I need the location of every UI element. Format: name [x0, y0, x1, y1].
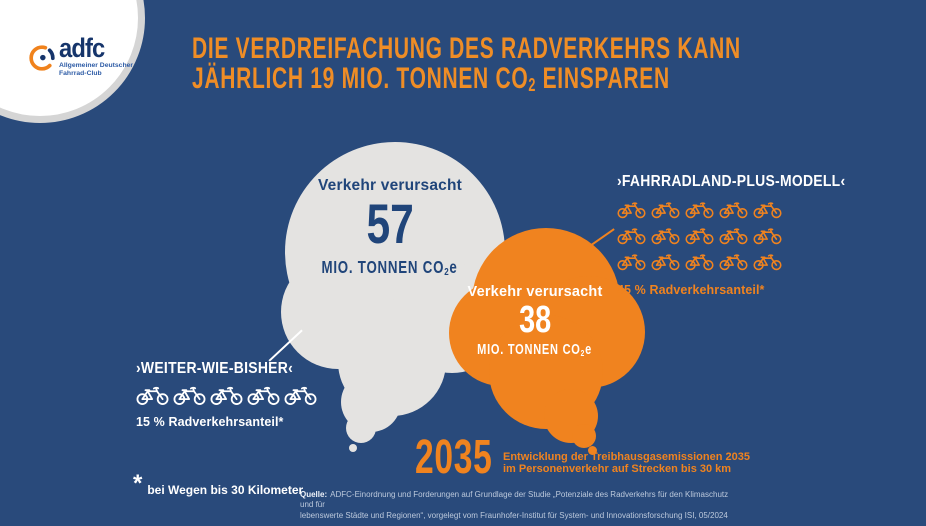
bicycle-icon [753, 254, 782, 271]
bicycle-icon [617, 228, 646, 245]
adfc-wheel-icon [29, 45, 55, 71]
co2-subscript: 2 [528, 75, 537, 96]
bicycle-icon [719, 228, 748, 245]
headline-line1: DIE VERDREIFACHUNG DES RADVERKEHRS KANN [192, 32, 741, 65]
source-line1: ADFC-Einordnung und Forderungen auf Grun… [300, 490, 729, 510]
bicycle-icon [719, 254, 748, 271]
headline-line2: JÄHRLICH 19 MIO. TONNEN CO2 EINSPAREN [192, 62, 670, 96]
year-caption: Entwicklung der Treibhausgasemissionen 2… [503, 451, 750, 475]
bicycle-icon [651, 202, 680, 219]
target-bubble-text: Verkehr verursacht 38 MIO. TONNEN CO2e [450, 283, 620, 358]
bicycle-icon [617, 202, 646, 219]
target-bubble-label: Verkehr verursacht [467, 284, 603, 300]
bicycle-icon [247, 386, 280, 405]
source-line2: lebenswerte Städte und Regionen“, vorgel… [300, 510, 728, 520]
scenario-fahrradland-plus: ›FAHRRADLAND-PLUS-MODELL‹ 45 % Radverkeh… [617, 173, 846, 297]
source-note: Quelle: ADFC-Einordnung und Forderungen a… [300, 490, 732, 521]
adfc-logo: adfc Allgemeiner Deutscher Fahrrad-Club [27, 33, 133, 78]
logo-texts: adfc Allgemeiner Deutscher Fahrrad-Club [59, 33, 133, 78]
bicycle-icon [685, 228, 714, 245]
bicycle-icon [173, 386, 206, 405]
baseline-bubble-text: Verkehr verursacht 57 MIO. TONNEN CO2e [295, 176, 485, 278]
baseline-bubble-value: 57 [366, 192, 414, 255]
logo-brand: adfc [59, 33, 105, 63]
footnote: * bei Wegen bis 30 Kilometer [133, 470, 304, 498]
baseline-bubble-unit: MIO. TONNEN CO2e [321, 257, 459, 278]
headline: DIE VERDREIFACHUNG DES RADVERKEHRS KANN … [192, 32, 926, 96]
footnote-text: bei Wegen bis 30 Kilometer [147, 483, 304, 497]
year-label: 2035 [415, 431, 493, 484]
year-caption-line2: im Personenverkehr auf Strecken bis 30 k… [503, 462, 732, 475]
logo-subtitle-line2: Fahrrad-Club [59, 70, 102, 78]
target-bubble-unit: MIO. TONNEN CO2e [477, 342, 593, 358]
scenario-left-share: 15 % Radverkehrsanteil* [136, 415, 284, 429]
target-bubble-value: 38 [518, 299, 552, 341]
bicycle-icon [719, 202, 748, 219]
scenario-right-bike-pictograms [617, 200, 789, 271]
scenario-right-share: 45 % Radverkehrsanteil* [617, 283, 765, 297]
co2e-subscript: 2 [581, 347, 586, 358]
bicycle-icon [685, 254, 714, 271]
footnote-asterisk: * [133, 470, 143, 497]
bicycle-icon [136, 386, 169, 405]
bicycle-icon [651, 254, 680, 271]
scenario-right-title: ›FAHRRADLAND-PLUS-MODELL‹ [617, 173, 846, 190]
bicycle-icon [685, 202, 714, 219]
baseline-bubble-label: Verkehr verursacht [317, 177, 463, 194]
source-label: Quelle: [300, 490, 328, 499]
target-leader-line [586, 228, 615, 249]
year-caption-line1: Entwicklung der Treibhausgasemissionen 2… [503, 451, 750, 463]
bicycle-icon [753, 202, 782, 219]
bicycle-icon [651, 228, 680, 245]
logo-subtitle-line1: Allgemeiner Deutscher [59, 62, 134, 69]
scenario-left-bike-pictograms [136, 384, 336, 406]
bicycle-icon [617, 254, 646, 271]
co2e-subscript: 2 [444, 265, 450, 278]
logo-subtitle: Allgemeiner Deutscher Fahrrad-Club [59, 62, 133, 78]
bicycle-icon [210, 386, 243, 405]
scenario-left-title: ›WEITER-WIE-BISHER‹ [136, 360, 294, 377]
scenario-weiter-wie-bisher: ›WEITER-WIE-BISHER‹ 15 % Radverkehrsante… [136, 360, 336, 429]
bicycle-icon [753, 228, 782, 245]
bicycle-icon [284, 386, 317, 405]
